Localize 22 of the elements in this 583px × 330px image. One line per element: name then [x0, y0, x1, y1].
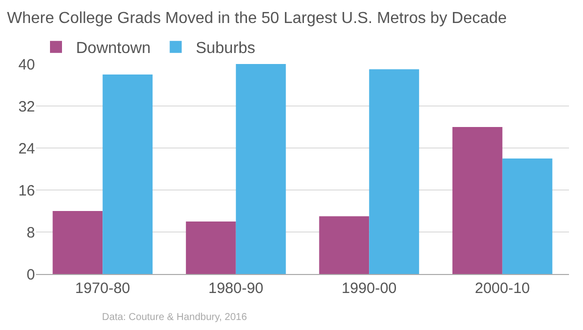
bar: [502, 158, 552, 274]
text: Data: Couture & Handbury, 2016: [102, 312, 248, 323]
bar: [102, 74, 153, 274]
bar: [369, 69, 420, 274]
bar: [52, 211, 103, 274]
y-tick-label: 16: [18, 182, 35, 200]
y-tick-label: 8: [26, 224, 35, 242]
x-tick-label: 1970-80: [75, 280, 130, 297]
x-tick-label: 2000-10: [474, 280, 530, 297]
y-tick-label: 32: [18, 98, 35, 116]
bar: [452, 127, 502, 274]
y-tick-label: 24: [18, 140, 35, 158]
legend-label: Downtown: [76, 40, 151, 58]
x-tick-label: 1990-00: [342, 280, 397, 297]
x-tick-label: 1980-90: [208, 280, 264, 297]
legend-label: Suburbs: [196, 40, 256, 58]
chart-title: Where College Grads Moved in the 50 Largest U.S. Metros by Decade: [6, 10, 507, 27]
bar: [319, 216, 370, 274]
y-tick-label: 0: [26, 266, 35, 284]
bar: [186, 222, 236, 274]
bar: [236, 64, 286, 274]
y-tick-label: 40: [18, 56, 35, 74]
